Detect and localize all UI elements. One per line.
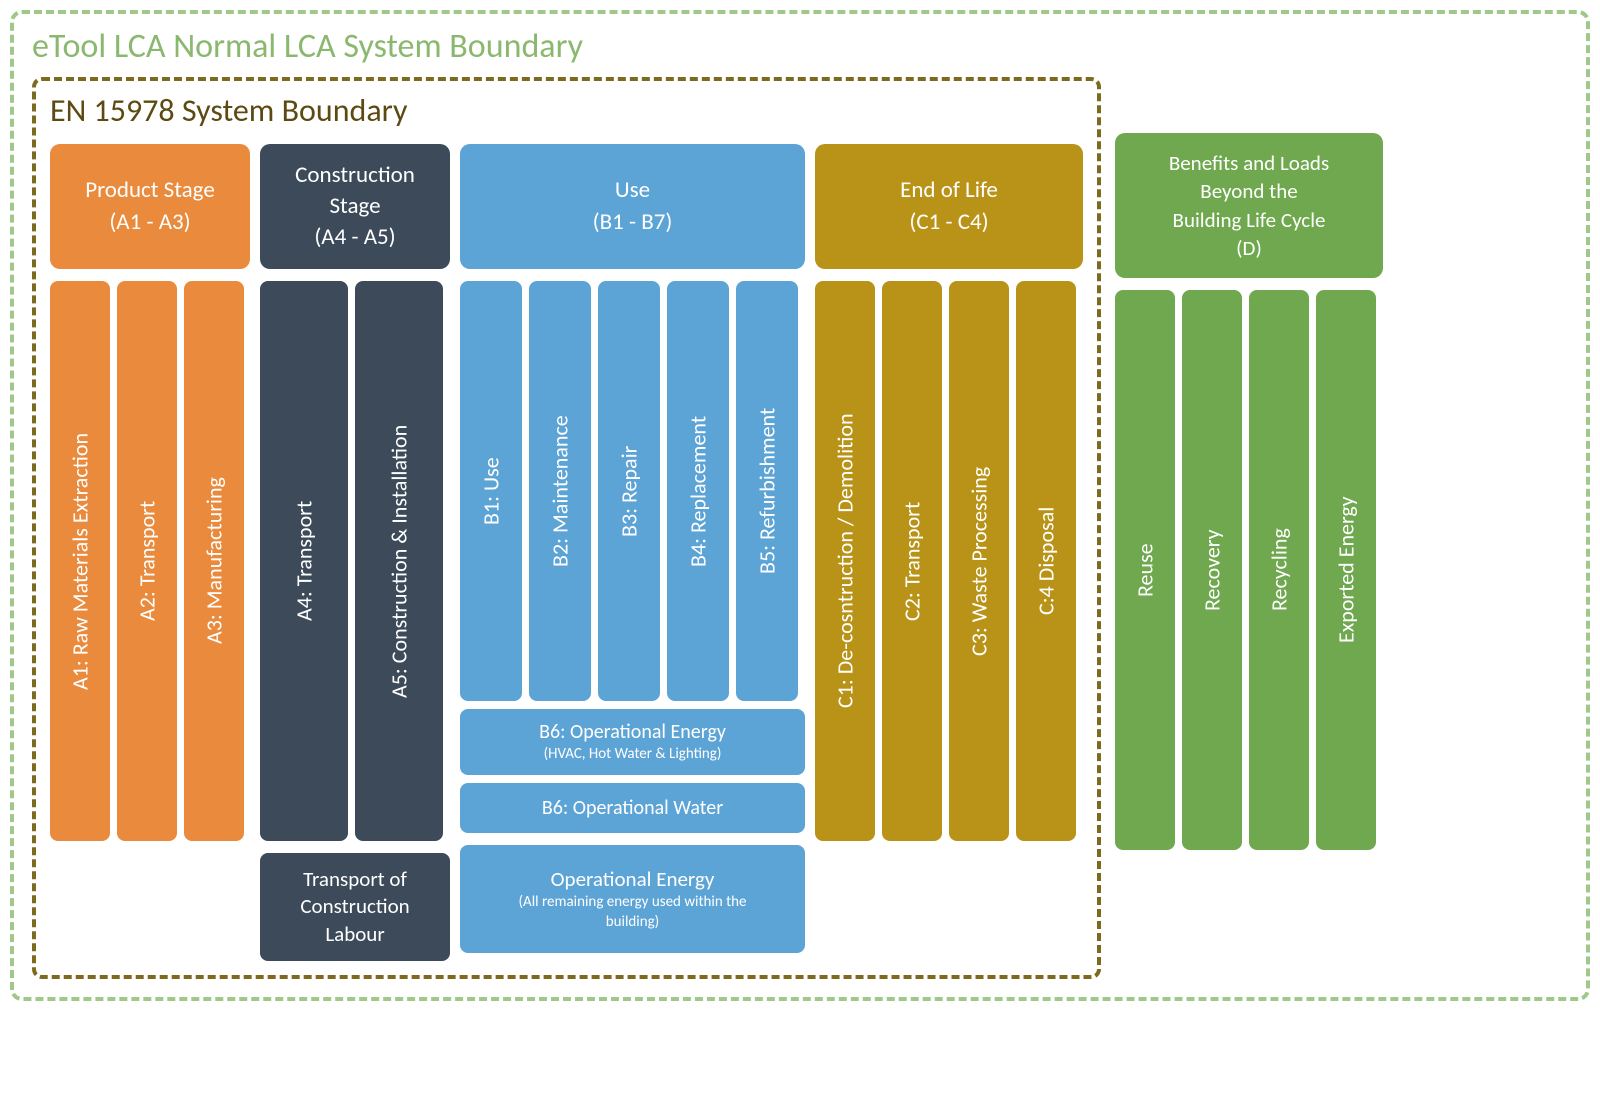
module-1: B2: Maintenance <box>529 281 591 701</box>
use-inner: B1: UseB2: MaintenanceB3: RepairB4: Repl… <box>460 281 805 833</box>
modules-row: C1: De-cosntruction / DemolitionC2: Tran… <box>815 281 1083 841</box>
module-2: B3: Repair <box>598 281 660 701</box>
inner-boundary-title: EN 15978 System Boundary <box>50 91 1083 130</box>
modules-row: B1: UseB2: MaintenanceB3: RepairB4: Repl… <box>460 281 805 701</box>
stage-header: Benefits and LoadsBeyond theBuilding Lif… <box>1115 133 1383 278</box>
content-row: EN 15978 System Boundary Product Stage(A1… <box>32 77 1568 979</box>
module-3: B4: Replacement <box>667 281 729 701</box>
operational-energy-box: Operational Energy(All remaining energy … <box>460 845 805 953</box>
modules-row: A4: TransportA5: Construction & Installa… <box>260 281 450 841</box>
modules-row: ReuseRecoveryRecyclingExported Energy <box>1115 290 1383 850</box>
module-1: C2: Transport <box>882 281 942 841</box>
module-4: B5: Refurbishment <box>736 281 798 701</box>
stage-header: Use(B1 - B7) <box>460 144 805 269</box>
module-0: B1: Use <box>460 281 522 701</box>
module-0: A4: Transport <box>260 281 348 841</box>
inner-boundary: EN 15978 System Boundary Product Stage(A1… <box>32 77 1101 979</box>
stages-row: Product Stage(A1 - A3)A1: Raw Materials … <box>50 144 1083 961</box>
b6-water-box: B6: Operational Water <box>460 783 805 833</box>
module-0: A1: Raw Materials Extraction <box>50 281 110 841</box>
module-3: Exported Energy <box>1316 290 1376 850</box>
module-2: C3: Waste Processing <box>949 281 1009 841</box>
module-0: C1: De-cosntruction / Demolition <box>815 281 875 841</box>
benefits-col: Benefits and LoadsBeyond theBuilding Lif… <box>1115 133 1383 850</box>
product-stage-col: Product Stage(A1 - A3)A1: Raw Materials … <box>50 144 250 841</box>
stage-header: ConstructionStage(A4 - A5) <box>260 144 450 269</box>
modules-row: A1: Raw Materials ExtractionA2: Transpor… <box>50 281 250 841</box>
module-2: Recycling <box>1249 290 1309 850</box>
module-1: Recovery <box>1182 290 1242 850</box>
module-1: A2: Transport <box>117 281 177 841</box>
eol-stage-col: End of Life(C1 - C4)C1: De-cosntruction … <box>815 144 1083 841</box>
stage-header: Product Stage(A1 - A3) <box>50 144 250 269</box>
module-1: A5: Construction & Installation <box>355 281 443 841</box>
use-wrap: Use(B1 - B7)B1: UseB2: MaintenanceB3: Re… <box>460 144 805 953</box>
outer-boundary: eTool LCA Normal LCA System Boundary EN 1… <box>10 10 1590 1001</box>
construction-stage-col: ConstructionStage(A4 - A5)A4: TransportA… <box>260 144 450 841</box>
stage-header: End of Life(C1 - C4) <box>815 144 1083 269</box>
construction-labour-box: Transport ofConstructionLabour <box>260 853 450 961</box>
module-0: Reuse <box>1115 290 1175 850</box>
module-2: A3: Manufacturing <box>184 281 244 841</box>
use-stage-col: Use(B1 - B7)B1: UseB2: MaintenanceB3: Re… <box>460 144 805 833</box>
module-3: C:4 Disposal <box>1016 281 1076 841</box>
outer-boundary-title: eTool LCA Normal LCA System Boundary <box>32 26 1568 67</box>
b6-energy-box: B6: Operational Energy(HVAC, Hot Water &… <box>460 709 805 775</box>
construction-wrap: ConstructionStage(A4 - A5)A4: TransportA… <box>260 144 450 961</box>
